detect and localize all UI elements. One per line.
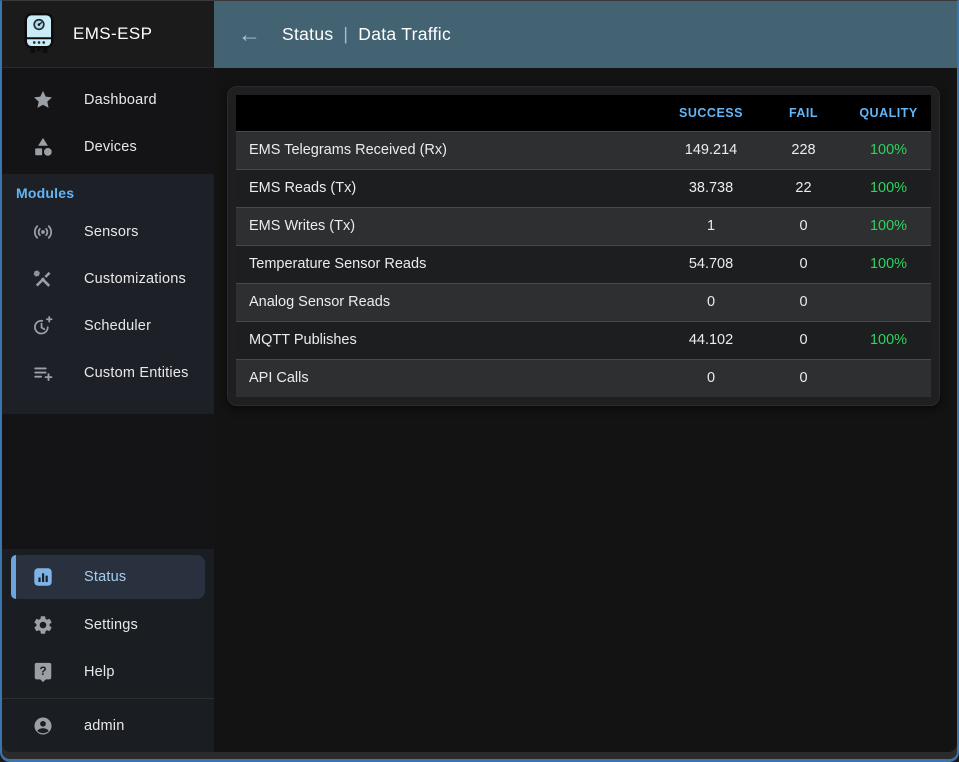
row-name: EMS Writes (Tx) [236, 206, 661, 245]
sidebar-spacer [2, 414, 214, 549]
app-title: EMS-ESP [73, 24, 153, 43]
row-name: MQTT Publishes [236, 320, 661, 359]
main-area: ← Status | Data Traffic SUCCESS FAIL [214, 1, 957, 752]
data-traffic-table: SUCCESS FAIL QUALITY EMS Telegrams Recei… [236, 95, 931, 397]
row-name: EMS Telegrams Received (Rx) [236, 130, 661, 169]
column-header-success: SUCCESS [661, 95, 761, 131]
row-quality [846, 282, 931, 321]
row-fail: 0 [761, 358, 846, 397]
row-success: 0 [661, 282, 761, 321]
row-fail: 22 [761, 168, 846, 207]
back-arrow-icon[interactable]: ← [238, 21, 261, 47]
column-header-fail: FAIL [761, 95, 846, 131]
row-success: 54.708 [661, 244, 761, 283]
sidebar: EMS-ESP Dashboard De [2, 1, 214, 752]
sidebar-item-scheduler[interactable]: Scheduler [2, 302, 214, 349]
sidebar-item-status[interactable]: Status [11, 555, 205, 599]
table-row: MQTT Publishes 44.102 0 100% [236, 320, 931, 359]
row-quality: 100% [846, 130, 931, 169]
sidebar-item-label: Status [84, 569, 127, 585]
row-fail: 0 [761, 244, 846, 283]
row-quality: 100% [846, 206, 931, 245]
sidebar-item-custom-entities[interactable]: Custom Entities [2, 349, 214, 396]
playlist-add-icon [32, 362, 54, 384]
table-row: EMS Reads (Tx) 38.738 22 100% [236, 168, 931, 207]
sidebar-divider [2, 698, 214, 699]
sidebar-item-dashboard[interactable]: Dashboard [2, 76, 214, 123]
row-quality: 100% [846, 244, 931, 283]
page-title-page: Data Traffic [358, 24, 452, 44]
sidebar-item-help[interactable]: ? Help [2, 648, 214, 695]
table-row: Temperature Sensor Reads 54.708 0 100% [236, 244, 931, 283]
row-name: Temperature Sensor Reads [236, 244, 661, 283]
row-success: 149.214 [661, 130, 761, 169]
table-row: EMS Telegrams Received (Rx) 149.214 228 … [236, 130, 931, 169]
gear-icon [32, 614, 54, 636]
data-traffic-card: SUCCESS FAIL QUALITY EMS Telegrams Recei… [227, 86, 940, 406]
row-name: EMS Reads (Tx) [236, 168, 661, 207]
sidebar-item-settings[interactable]: Settings [2, 601, 214, 648]
row-quality [846, 358, 931, 397]
modules-section-label: Modules [16, 185, 75, 201]
column-header-name [236, 95, 661, 131]
row-success: 1 [661, 206, 761, 245]
row-quality: 100% [846, 168, 931, 207]
category-icon [32, 136, 54, 158]
table-row: EMS Writes (Tx) 1 0 100% [236, 206, 931, 245]
page-title: Status | Data Traffic [282, 24, 451, 45]
account-circle-icon [32, 715, 54, 737]
row-fail: 228 [761, 130, 846, 169]
row-success: 44.102 [661, 320, 761, 359]
row-name: API Calls [236, 358, 661, 397]
sidebar-item-label: Sensors [84, 223, 139, 240]
logo-bar: EMS-ESP [2, 1, 214, 68]
sidebar-item-customizations[interactable]: Customizations [2, 255, 214, 302]
row-fail: 0 [761, 282, 846, 321]
title-separator: | [343, 24, 349, 44]
row-success: 0 [661, 358, 761, 397]
sidebar-item-label: admin [84, 717, 125, 734]
sidebar-item-label: Help [84, 663, 115, 680]
topbar: ← Status | Data Traffic [214, 1, 957, 68]
sidebar-item-devices[interactable]: Devices [2, 123, 214, 170]
page-title-section: Status [282, 24, 334, 44]
table-row: Analog Sensor Reads 0 0 [236, 282, 931, 321]
sidebar-item-label: Dashboard [84, 91, 157, 108]
table-header-row: SUCCESS FAIL QUALITY [236, 95, 931, 131]
row-fail: 0 [761, 320, 846, 359]
table-row: API Calls 0 0 [236, 358, 931, 397]
sensors-icon [32, 221, 54, 243]
row-name: Analog Sensor Reads [236, 282, 661, 321]
content: SUCCESS FAIL QUALITY EMS Telegrams Recei… [214, 68, 957, 752]
help-bubble-icon: ? [32, 661, 54, 683]
bar-chart-icon [32, 566, 54, 588]
clock-plus-icon [32, 315, 54, 337]
row-quality: 100% [846, 320, 931, 359]
column-header-quality: QUALITY [846, 95, 931, 131]
row-success: 38.738 [661, 168, 761, 207]
svg-text:?: ? [39, 664, 46, 678]
tools-icon [32, 268, 54, 290]
sidebar-modules-section: Modules Sensors [2, 174, 214, 414]
star-icon [32, 89, 54, 111]
sidebar-item-admin[interactable]: admin [2, 702, 214, 749]
row-fail: 0 [761, 206, 846, 245]
sidebar-item-label: Devices [84, 138, 137, 155]
sidebar-item-sensors[interactable]: Sensors [2, 208, 214, 255]
boiler-logo-icon [22, 12, 56, 56]
sidebar-item-label: Customizations [84, 270, 186, 287]
sidebar-bottom-section: Status Settings ? Help [2, 549, 214, 752]
sidebar-item-label: Settings [84, 616, 138, 633]
sidebar-item-label: Custom Entities [84, 364, 189, 381]
sidebar-top-nav: Dashboard Devices [2, 68, 214, 170]
sidebar-item-label: Scheduler [84, 317, 152, 334]
